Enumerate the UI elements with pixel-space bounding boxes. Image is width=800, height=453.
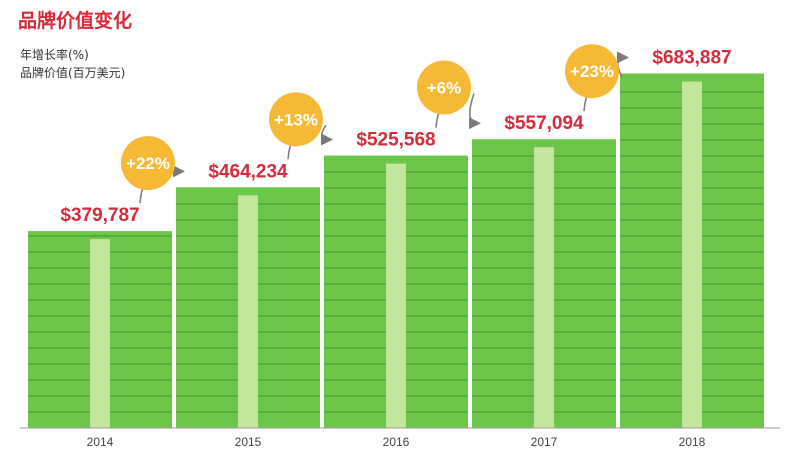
growth-arrow-head-3 (616, 51, 629, 78)
growth-label-3: +23% (570, 62, 614, 81)
bill-band (386, 163, 406, 428)
growth-arrow-head-2 (468, 93, 481, 130)
value-label-2017: $557,094 (504, 113, 584, 134)
bar-2015 (176, 187, 320, 428)
value-label-2016: $525,568 (356, 130, 435, 151)
value-label-2015: $464,234 (208, 161, 288, 182)
value-label-2018: $683,887 (652, 47, 731, 68)
growth-circle-3 (565, 44, 619, 99)
growth-arrow-head-0 (172, 165, 185, 178)
legend-brand-value: 品牌价值(百万美元) (20, 66, 126, 80)
growth-label-2: +6% (427, 79, 462, 98)
bill-band (534, 147, 554, 428)
bar-2017 (472, 139, 616, 428)
bar-2014 (28, 231, 172, 428)
growth-circle-2 (417, 60, 471, 115)
bill-band (682, 81, 702, 428)
bar-2016 (324, 155, 468, 428)
x-tick-label-2017: 2017 (531, 435, 558, 449)
legend-growth-rate: 年增长率(%) (20, 48, 89, 62)
x-tick-label-2014: 2014 (87, 435, 114, 449)
growth-circle-1 (269, 92, 323, 147)
x-tick-label-2015: 2015 (235, 435, 262, 449)
bar-2018 (620, 73, 764, 428)
bill-band (238, 195, 258, 428)
value-label-2014: $379,787 (60, 205, 139, 226)
bill-band (90, 239, 110, 428)
growth-arrow-head-1 (320, 124, 333, 146)
growth-label-1: +13% (274, 110, 318, 129)
growth-circle-0 (121, 136, 175, 191)
header-title: 品牌价值变化 (18, 10, 133, 32)
growth-label-0: +22% (126, 154, 170, 173)
x-tick-label-2016: 2016 (383, 435, 410, 449)
x-tick-label-2018: 2018 (679, 435, 706, 449)
